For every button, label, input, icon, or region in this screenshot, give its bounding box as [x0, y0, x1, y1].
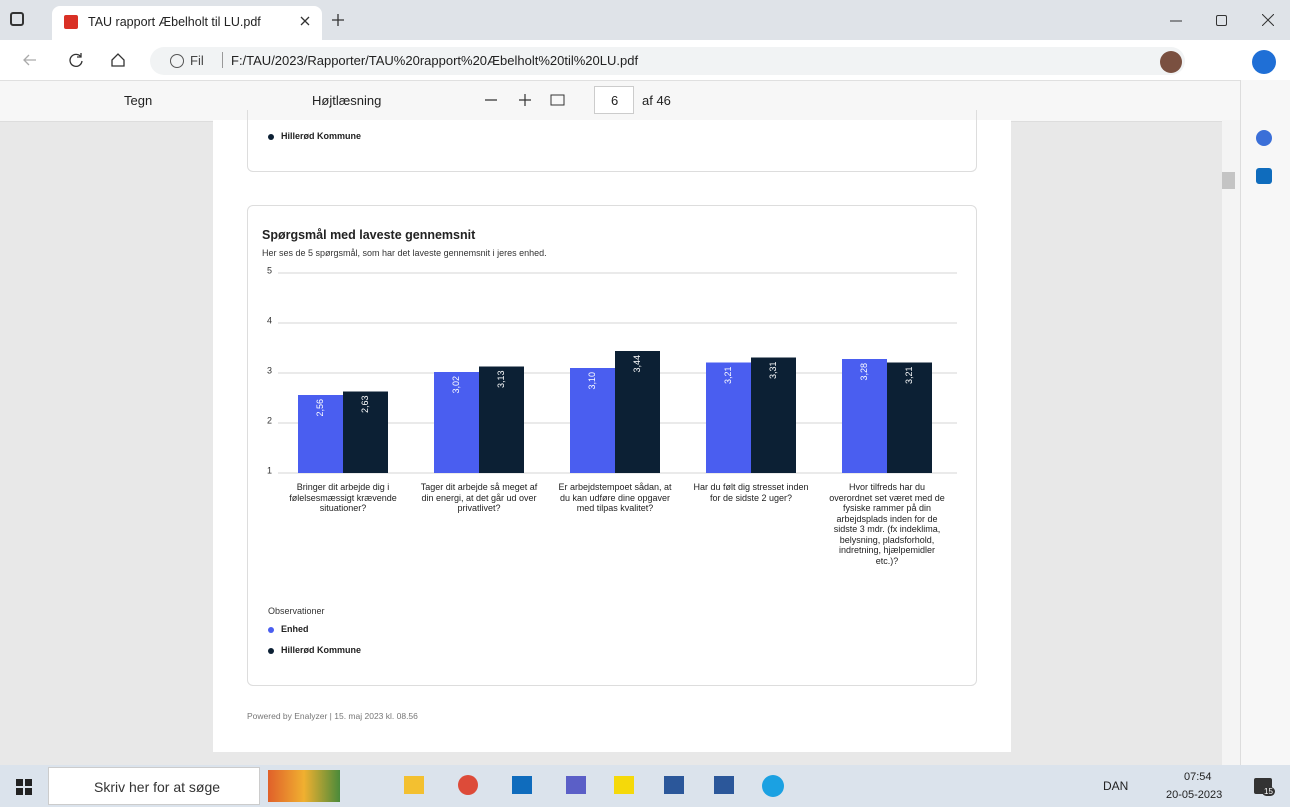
legend-marker: [268, 627, 274, 633]
app-teams[interactable]: [566, 776, 586, 794]
notification-count: 15: [1262, 787, 1275, 796]
x-tick-label: Har du følt dig stresset inden for de si…: [692, 482, 810, 503]
start-button[interactable]: [16, 779, 32, 795]
app-outlook[interactable]: [512, 776, 532, 794]
y-tick-label: 5: [267, 265, 272, 275]
y-tick-label: 4: [267, 315, 272, 325]
app-chrome[interactable]: [458, 775, 478, 795]
language[interactable]: DAN: [1103, 779, 1128, 793]
app-word-2[interactable]: [714, 776, 734, 794]
y-tick-label: 2: [267, 415, 272, 425]
value-label: 3,02: [451, 376, 461, 394]
screen: TAU rapport Æbelholt til LU.pdf Fil F:/T…: [0, 0, 1290, 807]
value-label: 2,56: [315, 399, 325, 417]
y-tick-label: 3: [267, 365, 272, 375]
x-tick-label: Hvor tilfreds har du overordnet set være…: [828, 482, 946, 566]
x-tick-label: Er arbejdstempoet sådan, at du kan udfør…: [556, 482, 674, 514]
search-highlight[interactable]: [268, 770, 340, 802]
value-label: 3,21: [904, 367, 914, 385]
value-label: 3,21: [723, 367, 733, 385]
value-label: 3,10: [587, 372, 597, 390]
value-label: 3,31: [768, 362, 778, 380]
footer: Powered by Enalyzer | 15. maj 2023 kl. 0…: [247, 711, 418, 721]
clock-date[interactable]: 20-05-2023: [1166, 789, 1222, 801]
app-explorer[interactable]: [404, 776, 424, 794]
search-placeholder: Skriv her for at søge: [94, 779, 220, 795]
app-word[interactable]: [664, 776, 684, 794]
legend-label: Hillerød Kommune: [281, 645, 361, 655]
x-tick-label: Bringer dit arbejde dig i følelsesmæssig…: [284, 482, 402, 514]
app-edge[interactable]: [762, 775, 784, 797]
value-label: 2,63: [360, 396, 370, 414]
legend-title: Observationer: [268, 606, 325, 616]
y-tick-label: 1: [267, 465, 272, 475]
clock-time[interactable]: 07:54: [1184, 771, 1212, 783]
legend-marker: [268, 648, 274, 654]
chart: 1 2 3 4 5 2,56 2,63 3,02 3,13 3,10 3,44 3,21 3,31 3,2…: [0, 0, 1290, 807]
value-label: 3,13: [496, 371, 506, 389]
x-tick-label: Tager dit arbejde så meget af din energi…: [420, 482, 538, 514]
value-label: 3,28: [859, 363, 869, 381]
value-label: 3,44: [632, 355, 642, 373]
legend-label: Enhed: [281, 624, 309, 634]
app-notes[interactable]: [614, 776, 634, 794]
